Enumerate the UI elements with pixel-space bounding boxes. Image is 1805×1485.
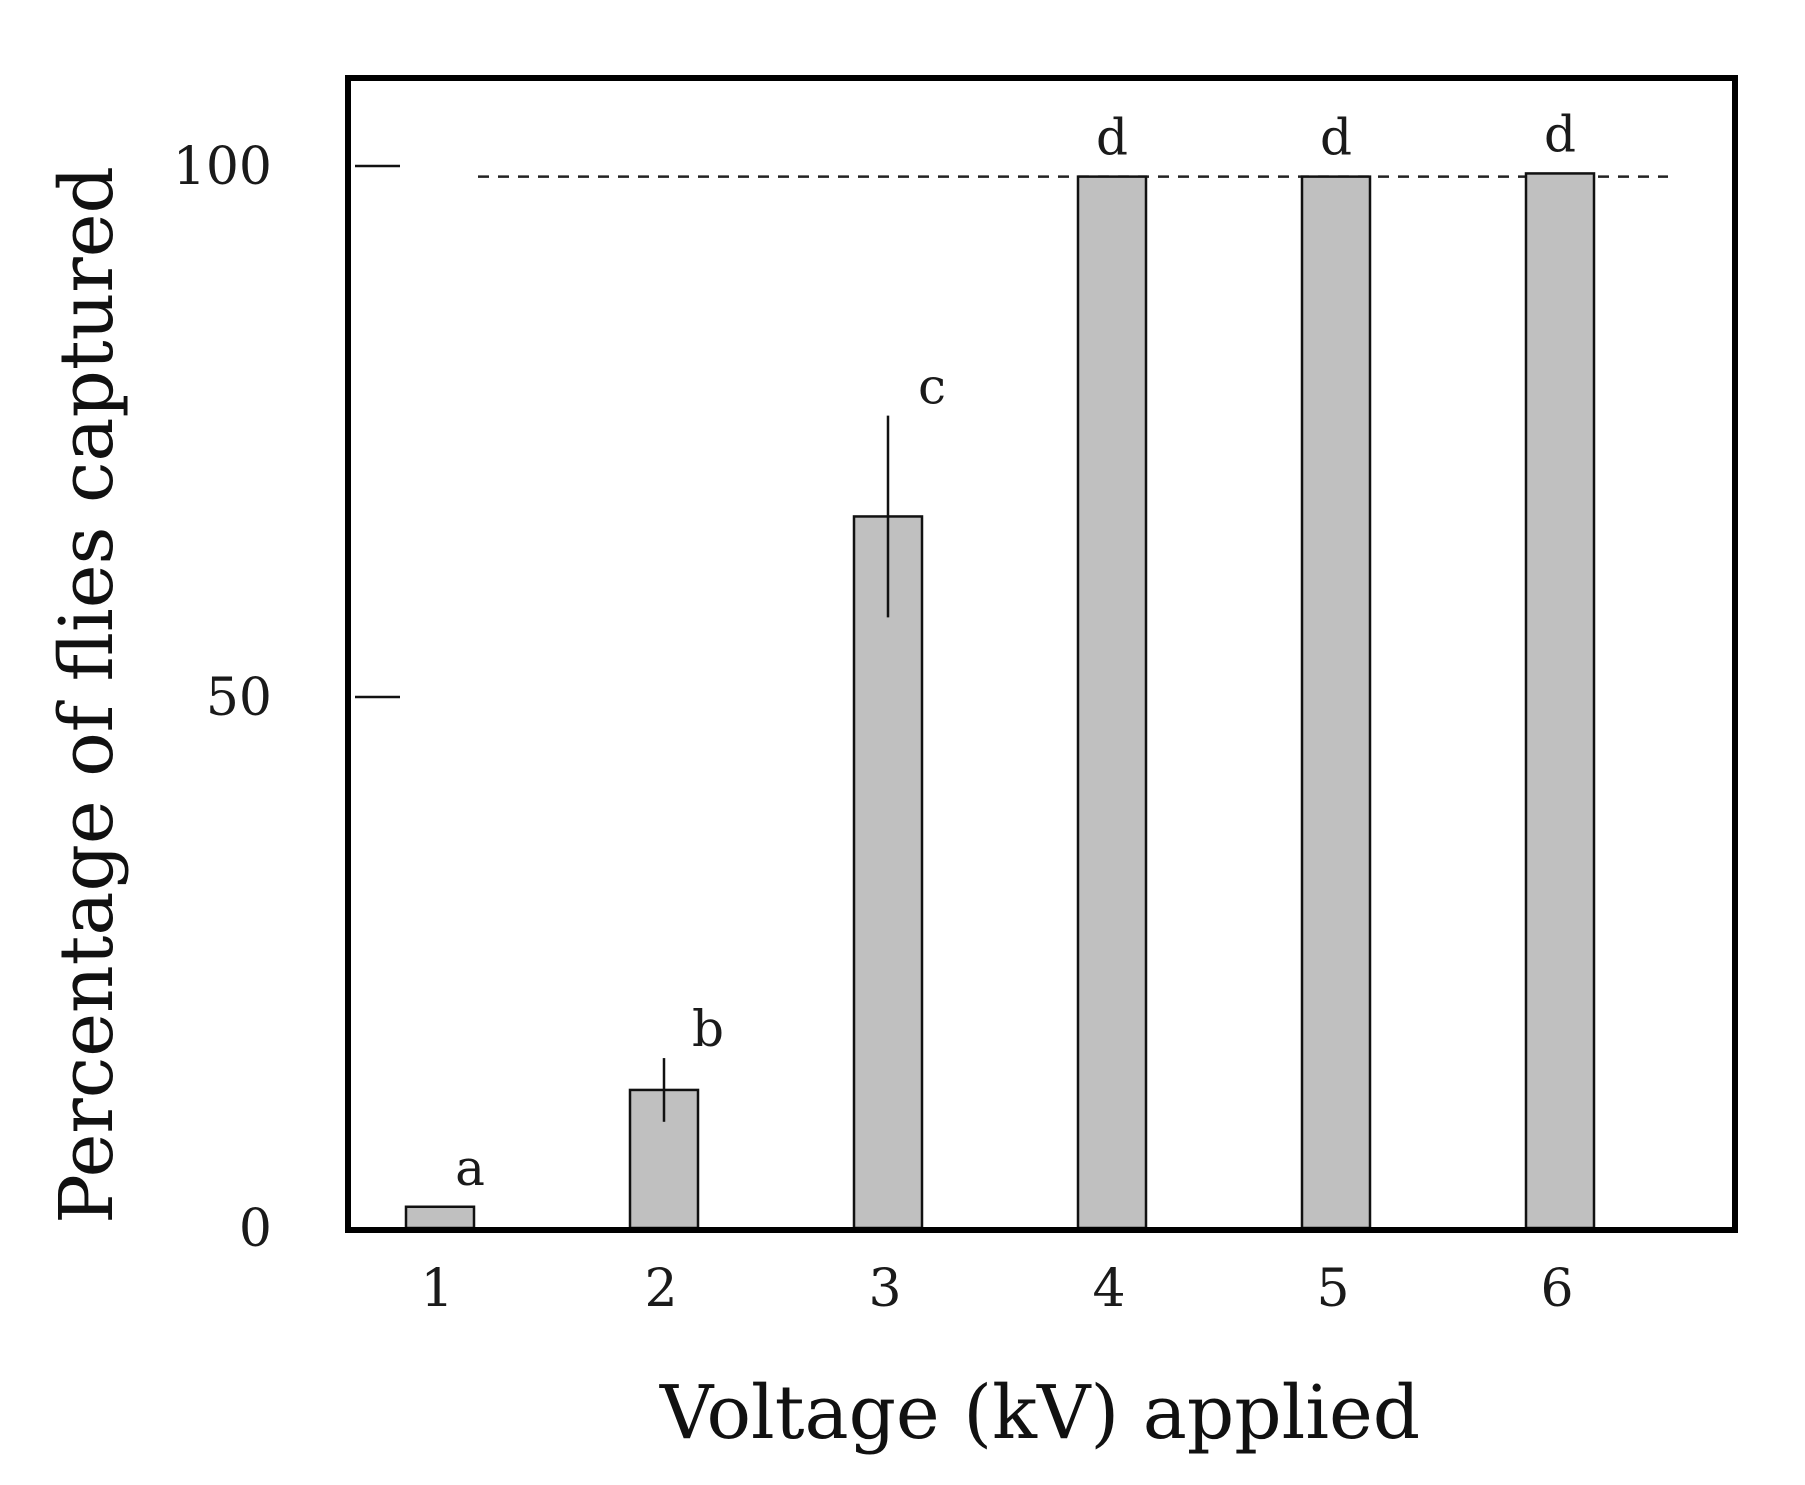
x-tick-label-2: 2	[644, 1259, 677, 1319]
y-tick-label-50: 50	[206, 668, 272, 728]
y-ticks-group: 0 50 100	[173, 137, 400, 1259]
significance-letter-4: d	[1096, 109, 1128, 167]
x-tick-label-3: 3	[868, 1259, 901, 1319]
x-ticks-group: 1 2 3 4 5 6	[420, 1259, 1573, 1319]
significance-letter-5: d	[1320, 109, 1352, 167]
x-axis-title: Voltage (kV) applied	[659, 1370, 1420, 1456]
x-tick-label-5: 5	[1316, 1259, 1349, 1319]
y-tick-label-100: 100	[173, 137, 272, 197]
significance-letter-1: a	[455, 1139, 485, 1197]
x-tick-label-6: 6	[1540, 1259, 1573, 1319]
significance-letter-3: c	[918, 358, 946, 416]
bar-5	[1300, 175, 1372, 1230]
significance-letters-group: a b c d d d	[455, 105, 1576, 1196]
bar-1	[404, 1205, 476, 1230]
y-axis-title: Percentage of flies captured	[44, 166, 130, 1224]
error-bars-group	[662, 415, 890, 1122]
y-tick-label-0: 0	[239, 1199, 272, 1259]
bars-group	[404, 172, 1596, 1230]
bar-4	[1076, 175, 1148, 1230]
bar-6	[1524, 172, 1596, 1230]
x-tick-label-1: 1	[420, 1259, 453, 1319]
x-tick-label-4: 4	[1092, 1259, 1125, 1319]
plot-frame-group	[345, 75, 1738, 1233]
significance-letter-2: b	[692, 1000, 724, 1058]
bar-3	[852, 515, 924, 1230]
significance-letter-6: d	[1544, 105, 1576, 163]
plot-frame	[345, 75, 1738, 1233]
